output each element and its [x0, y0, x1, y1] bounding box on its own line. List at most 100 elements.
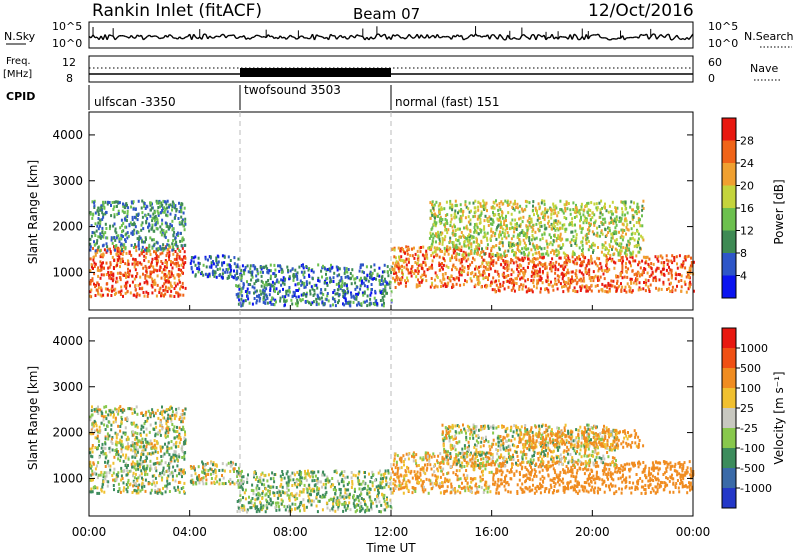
heatmap-cell: [313, 283, 316, 287]
heatmap-cell: [440, 233, 443, 237]
heatmap-cell: [140, 228, 143, 232]
heatmap-cell: [151, 270, 153, 274]
heatmap-cell: [184, 243, 187, 247]
heatmap-cell: [124, 281, 127, 285]
heatmap-cell: [213, 272, 216, 276]
nsky-segment: [646, 33, 650, 40]
heatmap-cell: [677, 273, 680, 276]
heatmap-cell: [347, 301, 350, 305]
heatmap-cell: [397, 265, 400, 269]
heatmap-cell: [600, 265, 603, 269]
heatmap-cell: [178, 255, 181, 259]
heatmap-cell: [619, 259, 622, 262]
heatmap-cell: [608, 287, 611, 291]
nsky-segment: [269, 35, 273, 38]
heatmap-cell: [498, 213, 501, 217]
heatmap-cell: [567, 279, 570, 283]
heatmap-cell: [343, 295, 346, 299]
nsky-segment: [205, 33, 209, 40]
heatmap-cell: [334, 292, 337, 296]
nsky-segment: [327, 34, 332, 41]
nsky-segment: [390, 34, 394, 40]
heatmap-cell: [404, 260, 407, 264]
heatmap-cell: [115, 447, 118, 451]
heatmap-cell: [216, 263, 219, 266]
heatmap-cell: [567, 271, 570, 275]
heatmap-cell: [91, 450, 94, 454]
heatmap-cell: [467, 235, 469, 238]
heatmap-cell: [687, 273, 690, 277]
heatmap-cell: [538, 221, 541, 225]
heatmap-cell: [575, 203, 577, 207]
heatmap-cell: [373, 263, 376, 267]
heatmap-cell: [136, 479, 139, 483]
heatmap-cell: [113, 259, 116, 262]
heatmap-cell: [107, 459, 110, 463]
heatmap-cell: [309, 292, 312, 296]
heatmap-cell: [431, 259, 434, 263]
heatmap-cell: [101, 452, 104, 456]
heatmap-cell: [153, 278, 156, 282]
heatmap-cell: [167, 413, 170, 417]
heatmap-cell: [640, 234, 643, 238]
heatmap-cell: [381, 292, 384, 295]
heatmap-cell: [163, 206, 166, 210]
heatmap-cell: [585, 221, 588, 225]
heatmap-cell: [131, 449, 134, 453]
heatmap-cell: [596, 264, 599, 268]
heatmap-cell: [633, 238, 636, 242]
heatmap-cell: [189, 261, 192, 265]
heatmap-cell: [240, 304, 243, 308]
heatmap-cell: [404, 251, 406, 255]
heatmap-cell: [105, 242, 108, 246]
heatmap-cell: [181, 258, 184, 262]
heatmap-cell: [350, 295, 353, 299]
heatmap-cell: [174, 479, 177, 483]
heatmap-cell: [118, 237, 121, 241]
heatmap-cell: [586, 202, 589, 206]
heatmap-cell: [513, 253, 515, 257]
heatmap-cell: [164, 231, 167, 235]
heatmap-cell: [119, 249, 122, 253]
heatmap-cell: [562, 290, 565, 294]
heatmap-cell: [620, 256, 623, 260]
heatmap-cell: [113, 467, 116, 471]
beam-label: Beam 07: [353, 5, 420, 23]
heatmap-cell: [124, 291, 127, 295]
heatmap-cell: [344, 297, 347, 301]
heatmap-cell: [123, 486, 126, 490]
heatmap-cell: [105, 210, 107, 214]
heatmap-cell: [134, 243, 136, 247]
heatmap-cell: [538, 205, 541, 209]
heatmap-cell: [449, 259, 452, 262]
heatmap-cell: [305, 280, 308, 284]
heatmap-cell: [178, 455, 181, 459]
heatmap-cell: [438, 219, 441, 223]
nsky-segment: [511, 36, 515, 40]
heatmap-cell: [95, 407, 98, 411]
heatmap-cell: [140, 455, 142, 459]
heatmap-cell: [135, 231, 138, 235]
heatmap-cell: [184, 220, 187, 224]
heatmap-cell: [128, 223, 131, 227]
heatmap-cell: [470, 242, 473, 246]
heatmap-cell: [323, 280, 326, 284]
heatmap-cell: [449, 236, 452, 240]
heatmap-cell: [519, 216, 522, 220]
heatmap-cell: [578, 278, 581, 282]
heatmap-cell: [673, 256, 676, 259]
heatmap-cell: [99, 293, 102, 297]
heatmap-cell: [540, 201, 543, 205]
heatmap-cell: [459, 235, 462, 239]
heatmap-cell: [101, 231, 104, 234]
heatmap-cell: [180, 448, 183, 452]
heatmap-cell: [97, 461, 100, 465]
heatmap-cell: [680, 289, 683, 293]
heatmap-cell: [531, 257, 534, 261]
heatmap-cell: [216, 254, 219, 258]
heatmap-cell: [495, 199, 497, 203]
heatmap-cell: [567, 202, 570, 205]
nsky-segment: [133, 37, 136, 39]
heatmap-cell: [106, 245, 109, 249]
heatmap-cell: [101, 226, 104, 230]
